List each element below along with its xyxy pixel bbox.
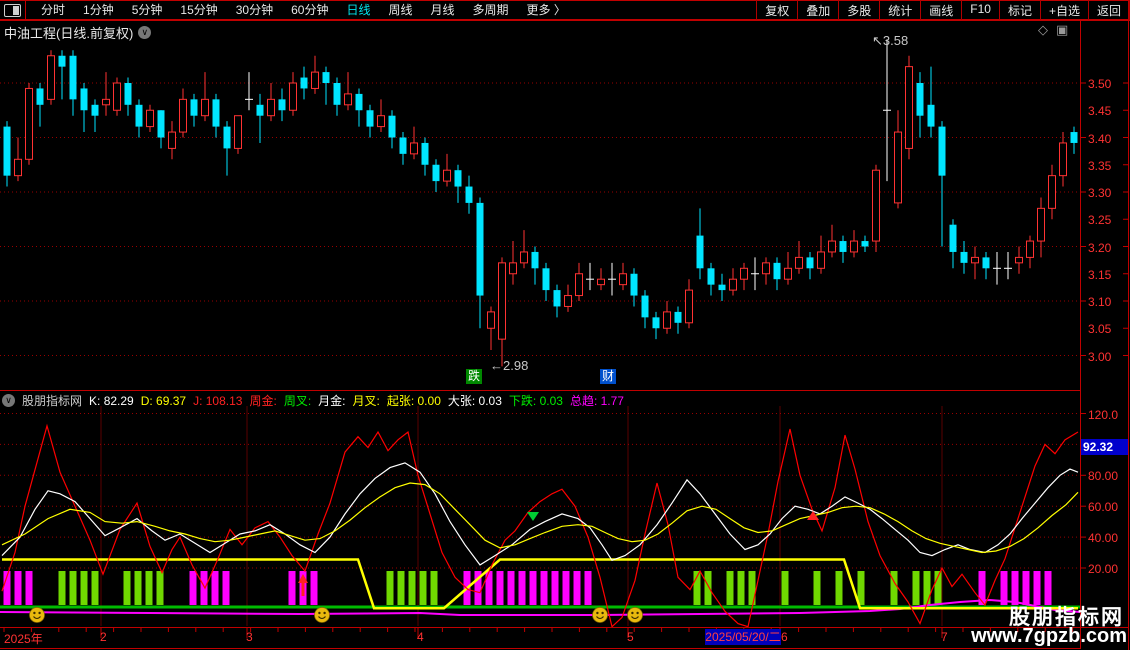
period-tab-月线[interactable]: 月线 [430, 3, 455, 17]
indicator-tick-label: 120.0 [1088, 407, 1119, 422]
date-label: 5 [627, 630, 634, 644]
indicator-tick-label: 20.00 [1088, 562, 1119, 576]
period-tabs: 分时 1分钟 5分钟 15分钟 30分钟 60分钟 日线 周线 月线 多周期 更多 〉 [32, 1, 575, 19]
toolbar-divider [25, 0, 26, 20]
indicator-header-item: J: 108.13 [193, 393, 243, 408]
price-tick-label: 3.10 [1088, 295, 1112, 309]
price-tick-label: 3.50 [1088, 77, 1112, 91]
price-tick-label: 3.30 [1088, 186, 1112, 200]
date-label: 7 [941, 630, 948, 644]
indicator-tick-label: 60.00 [1088, 500, 1119, 515]
period-tab-分时[interactable]: 分时 [41, 3, 66, 17]
high-price-annotation: ↖3.58 [872, 33, 909, 48]
period-tab-周线[interactable]: 周线 [388, 3, 413, 17]
indicator-header-item: 周叉: [283, 394, 312, 408]
indicator-tick-label: 40.00 [1088, 531, 1119, 546]
period-tab-15分钟[interactable]: 15分钟 [180, 3, 218, 17]
diamond-icon[interactable]: ◇ [1038, 22, 1056, 37]
tool-button-+自选[interactable]: +自选 [1039, 0, 1088, 20]
chart-title-row: 中油工程(日线.前复权) ∨ [4, 23, 152, 42]
indicator-header-item: 股朋指标网 [22, 394, 83, 408]
candlestick-series [3, 39, 1078, 367]
indicator-header-item: K: 82.29 [89, 393, 134, 408]
tool-button-多股[interactable]: 多股 [838, 0, 879, 20]
smiley-face-icon [627, 607, 643, 623]
indicator-header: ∨ 股朋指标网 K: 82.29 D: 69.37 J: 108.13 周金: 周叉: 月金… [2, 392, 624, 409]
top-toolbar: 分时 1分钟 5分钟 15分钟 30分钟 60分钟 日线 周线 月线 多周期 更多 〉 复权 叠加 多股… [0, 0, 1130, 20]
indicator-header-item: 周金: [249, 394, 277, 408]
watermark-brand: 股朋指标网 [1009, 606, 1124, 629]
indicator-header-item: D: 69.37 [140, 393, 187, 408]
indicator-header-item: 大张: 0.03 [447, 394, 502, 408]
tool-button-返回[interactable]: 返回 [1087, 0, 1130, 20]
watermark-url: www.7gpzb.com [971, 625, 1127, 647]
period-tab-更多 〉[interactable]: 更多 〉 [526, 3, 566, 17]
tool-button-画线[interactable]: 画线 [920, 0, 961, 20]
price-tick-label: 3.45 [1088, 104, 1112, 119]
date-label: 3 [246, 630, 253, 644]
split-pane-icon[interactable]: ▣ [1056, 22, 1077, 37]
smiley-face-icon [29, 607, 45, 623]
tool-button-标记[interactable]: 标记 [998, 0, 1040, 20]
tool-button-统计[interactable]: 统计 [879, 0, 920, 20]
indicator-header-item: 月金: [318, 394, 346, 408]
date-label: 6 [781, 630, 788, 644]
price-tick-label: 3.25 [1088, 213, 1112, 228]
period-tab-多周期[interactable]: 多周期 [472, 3, 509, 17]
tool-button-叠加[interactable]: 叠加 [797, 0, 838, 20]
price-tick-label: 3.15 [1088, 267, 1112, 282]
date-label: 2 [100, 630, 107, 644]
smiley-face-icon [314, 607, 330, 623]
price-tick-label: 3.05 [1088, 322, 1112, 337]
price-tick-label: 3.35 [1088, 158, 1112, 173]
tool-button-复权[interactable]: 复权 [756, 0, 797, 20]
indicator-tick-label: 80.00 [1088, 469, 1119, 484]
event-badge-跌[interactable]: 跌 [466, 369, 482, 384]
tool-buttons: 复权 叠加 多股 统计 画线 F10 标记 +自选 返回 [756, 0, 1130, 20]
tool-button-F10[interactable]: F10 [961, 0, 999, 20]
period-tab-30分钟[interactable]: 30分钟 [235, 3, 274, 17]
pane-corner-icons[interactable]: ◇▣ [1038, 22, 1076, 38]
stock-title: 中油工程(日线.前复权) [4, 26, 134, 41]
date-label: 4 [417, 630, 424, 644]
period-tab-1分钟[interactable]: 1分钟 [83, 3, 114, 17]
indicator-header-item: 起张: 0.00 [386, 394, 441, 408]
low-price-annotation: ←2.98 [490, 358, 529, 373]
indicator-header-item: 月叉: [352, 394, 380, 408]
collapse-chevron-icon[interactable]: ∨ [2, 394, 15, 407]
price-tick-label: 3.40 [1088, 131, 1112, 146]
period-tab-5分钟[interactable]: 5分钟 [131, 3, 163, 17]
price-tick-label: 3.00 [1088, 349, 1112, 364]
event-badge-财[interactable]: 财 [600, 369, 616, 384]
chevron-down-icon[interactable]: ∨ [138, 26, 152, 39]
smiley-face-icon [592, 607, 608, 623]
indicator-header-item: 下跌: 0.03 [508, 394, 563, 408]
selected-date-box: 2025/05/20/二 [705, 629, 781, 645]
period-tab-日线[interactable]: 日线 [346, 3, 371, 17]
price-tick-label: 3.20 [1088, 240, 1112, 255]
period-tab-60分钟[interactable]: 60分钟 [291, 3, 329, 17]
indicator-header-item: 总趋: 1.77 [569, 394, 624, 408]
window-split-icon[interactable] [4, 3, 21, 17]
date-label: 2025年 [4, 632, 43, 646]
indicator-value-badge: 92.32 [1081, 439, 1128, 455]
